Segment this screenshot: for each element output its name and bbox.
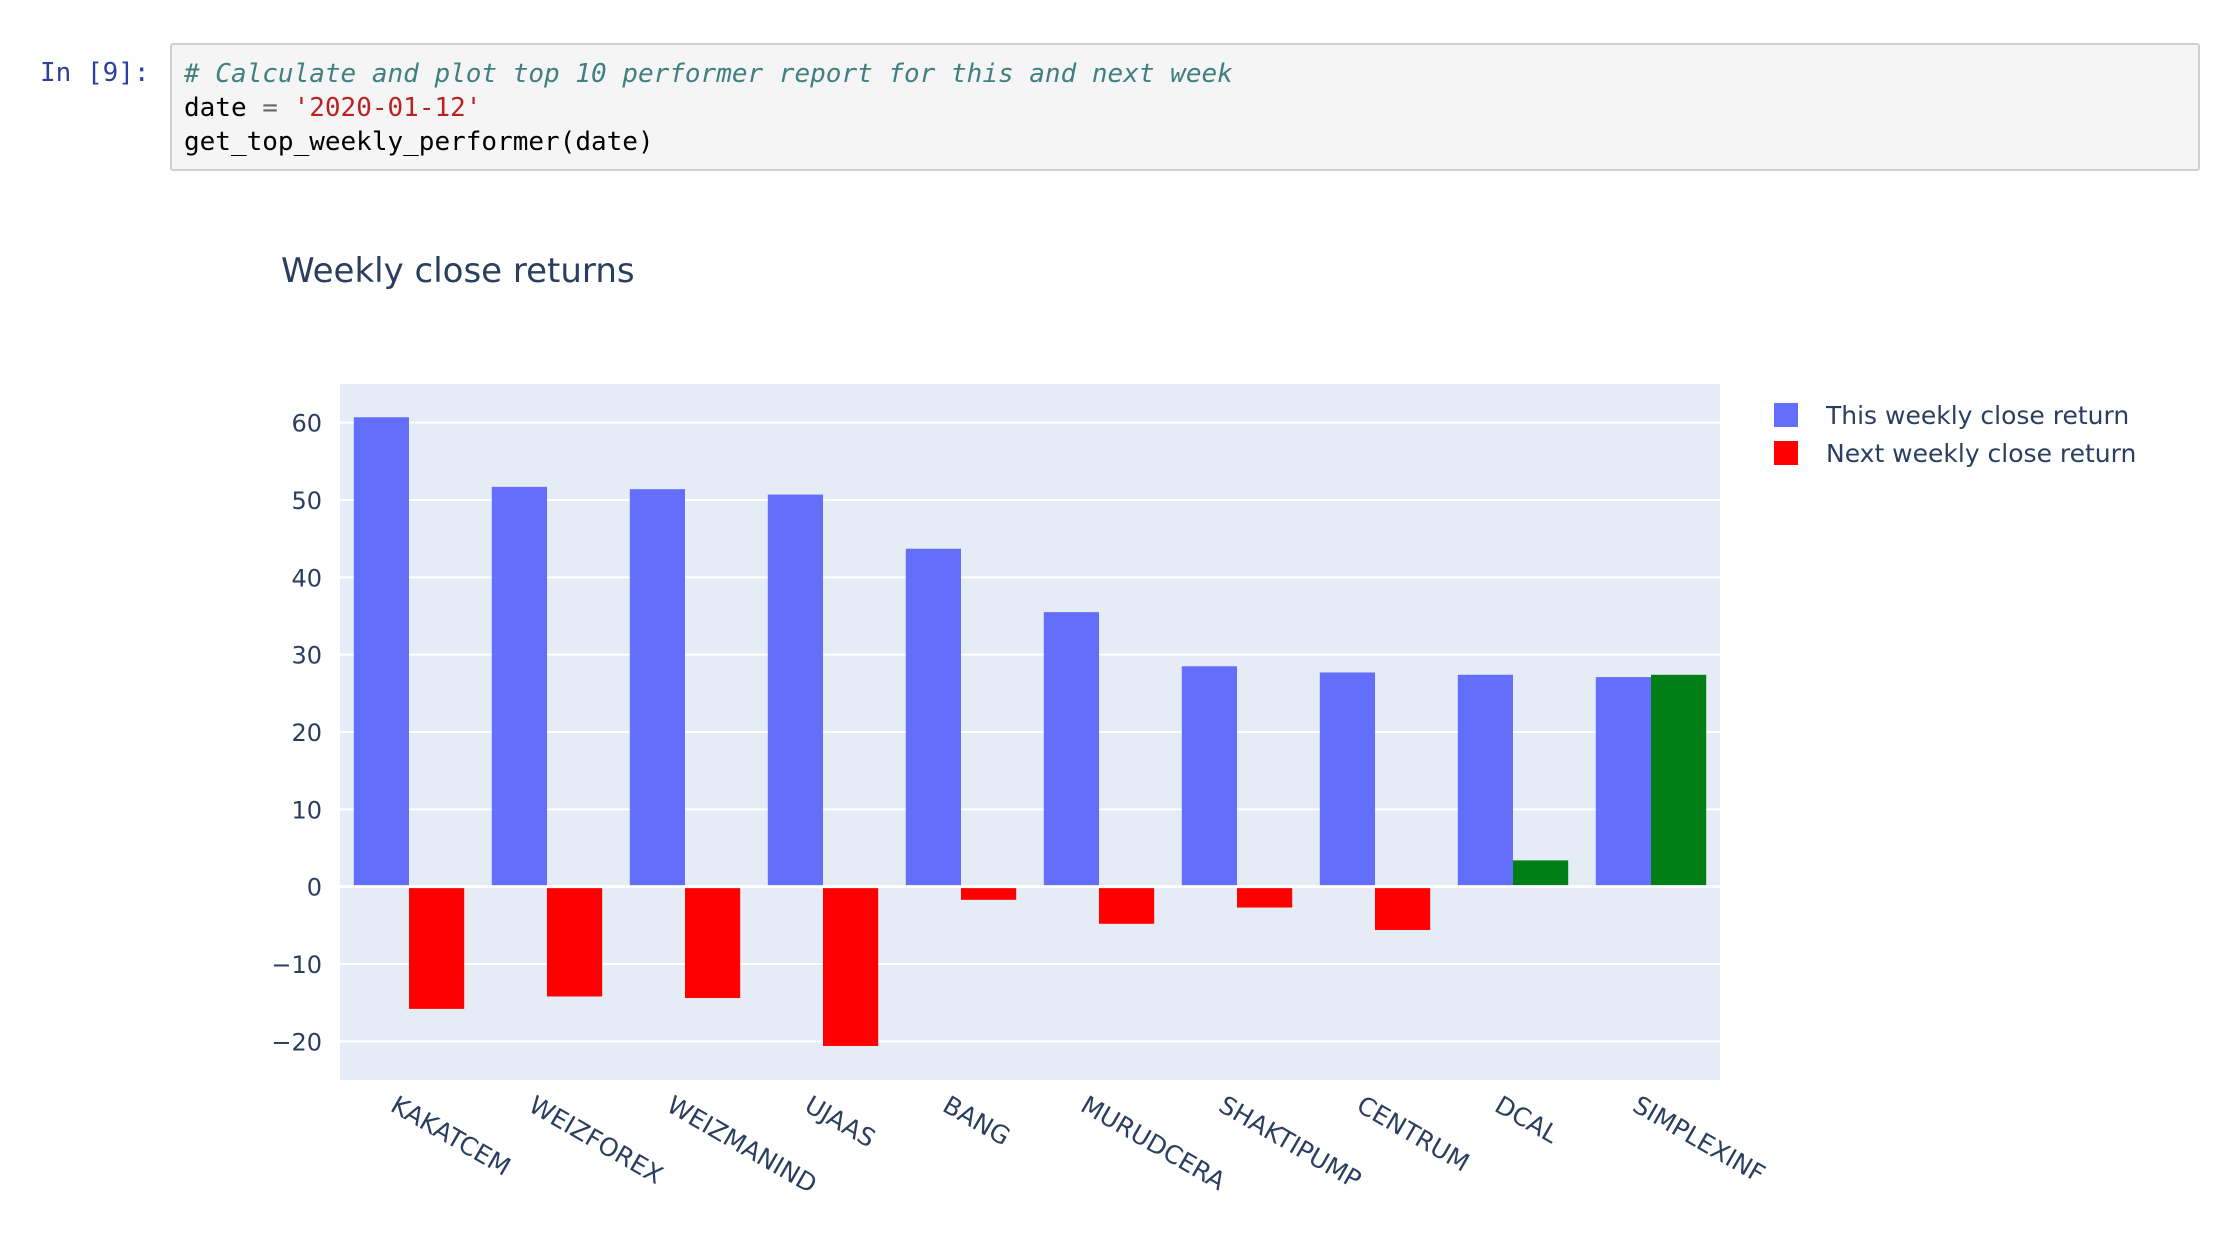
- bar-next-week: [1099, 886, 1155, 924]
- code-function-call: get_top_weekly_performer(date): [184, 127, 654, 157]
- bar-this-week: [1181, 666, 1237, 887]
- cell-output: Weekly close returns −20 −10 0 10 20 30 40 50 60 K…: [170, 200, 2200, 1240]
- bar-next-week: [1651, 674, 1707, 887]
- y-tick-label: 50: [291, 487, 322, 515]
- y-tick-label: −10: [271, 951, 322, 979]
- bar-this-week: [1595, 677, 1651, 887]
- x-tick-label: WEIZMANIND: [662, 1090, 822, 1199]
- bar-this-week: [1457, 674, 1513, 887]
- x-tick-label: CENTRUM: [1352, 1090, 1474, 1177]
- y-tick-label: 20: [291, 719, 322, 747]
- code-comment: # Calculate and plot top 10 performer re…: [184, 59, 1233, 89]
- y-tick-label: 30: [291, 642, 322, 670]
- y-tick-label: 60: [291, 410, 322, 438]
- code-string: '2020-01-12': [293, 93, 482, 123]
- x-tick-label: BANG: [938, 1090, 1015, 1151]
- bar-next-week: [547, 886, 603, 997]
- code-operator: =: [246, 93, 294, 123]
- x-tick-label: WEIZFOREX: [524, 1090, 668, 1190]
- cell-prompt: In [9]:: [40, 58, 150, 88]
- code-variable: date: [184, 93, 247, 123]
- bar-this-week: [1319, 672, 1375, 887]
- bar-next-week: [823, 886, 879, 1046]
- bar-next-week: [685, 886, 741, 999]
- legend-label-next-week: Next weekly close return: [1826, 439, 2136, 468]
- y-tick-label: 10: [291, 796, 322, 824]
- legend-swatch-next-week: [1774, 441, 1798, 465]
- bar-next-week: [409, 886, 465, 1009]
- y-tick-label: 0: [307, 874, 322, 902]
- x-tick-label: SHAKTIPUMP: [1214, 1090, 1366, 1195]
- bar-next-week: [1375, 886, 1431, 930]
- x-tick-label: UJAAS: [800, 1090, 880, 1153]
- bar-this-week: [353, 417, 409, 887]
- y-tick-label: 40: [291, 564, 322, 592]
- bar-this-week: [905, 548, 961, 887]
- bar-next-week: [1237, 886, 1293, 908]
- bar-next-week: [961, 886, 1017, 900]
- bar-this-week: [1043, 612, 1099, 887]
- bar-this-week: [767, 494, 823, 887]
- x-tick-label: SIMPLEXINF: [1628, 1090, 1770, 1189]
- x-tick-label: KAKATCEM: [386, 1090, 516, 1182]
- bar-this-week: [629, 489, 685, 887]
- x-tick-label: MURUDCERA: [1076, 1090, 1230, 1196]
- bar-this-week: [491, 486, 547, 887]
- bar-chart: Weekly close returns −20 −10 0 10 20 30 40 50 60 K…: [271, 251, 2136, 1199]
- code-editor[interactable]: # Calculate and plot top 10 performer re…: [170, 43, 2200, 171]
- bar-next-week: [1513, 860, 1569, 887]
- x-tick-label: DCAL: [1490, 1090, 1563, 1149]
- y-tick-label: −20: [271, 1028, 322, 1056]
- legend-swatch-this-week: [1774, 403, 1798, 427]
- chart-title: Weekly close returns: [281, 251, 635, 291]
- legend-label-this-week: This weekly close return: [1825, 401, 2129, 430]
